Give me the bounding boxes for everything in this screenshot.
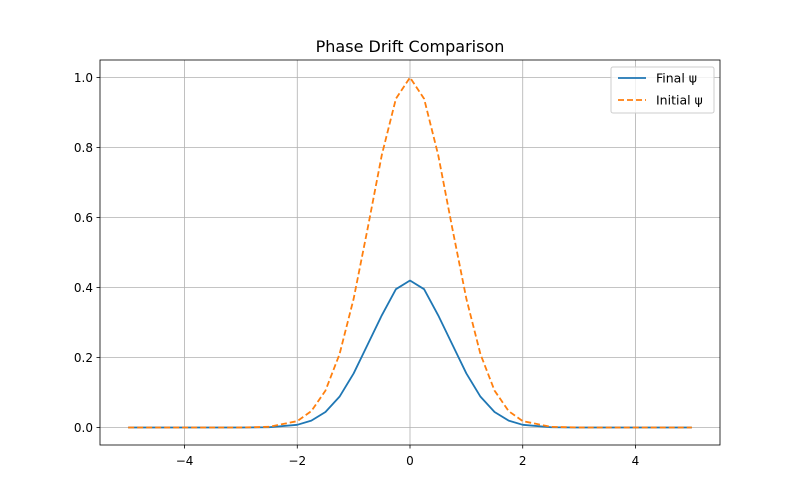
x-tick-label: −2: [288, 454, 306, 468]
y-tick-label: 0.2: [74, 351, 93, 365]
y-tick-label: 0.6: [74, 211, 93, 225]
x-tick-label: 2: [519, 454, 527, 468]
legend-label-final: Final ψ: [656, 71, 697, 86]
x-tick-label: 4: [632, 454, 640, 468]
x-tick-label: −4: [176, 454, 194, 468]
axis-ticks: −4 −2 0 2 4 0.0 0.2 0.4 0.6 0.8 1.0: [74, 71, 639, 468]
y-tick-label: 1.0: [74, 71, 93, 85]
series-line-initial: [128, 76, 692, 429]
x-tick-label: 0: [406, 454, 414, 468]
y-tick-label: 0.4: [74, 281, 93, 295]
legend-label-initial: Initial ψ: [656, 93, 703, 108]
series-layer: [128, 76, 692, 429]
chart-title: Phase Drift Comparison: [316, 37, 505, 56]
legend: Final ψ Initial ψ: [610, 66, 715, 114]
y-tick-label: 0.8: [74, 141, 93, 155]
grid: [100, 60, 720, 445]
y-tick-label: 0.0: [74, 421, 93, 435]
